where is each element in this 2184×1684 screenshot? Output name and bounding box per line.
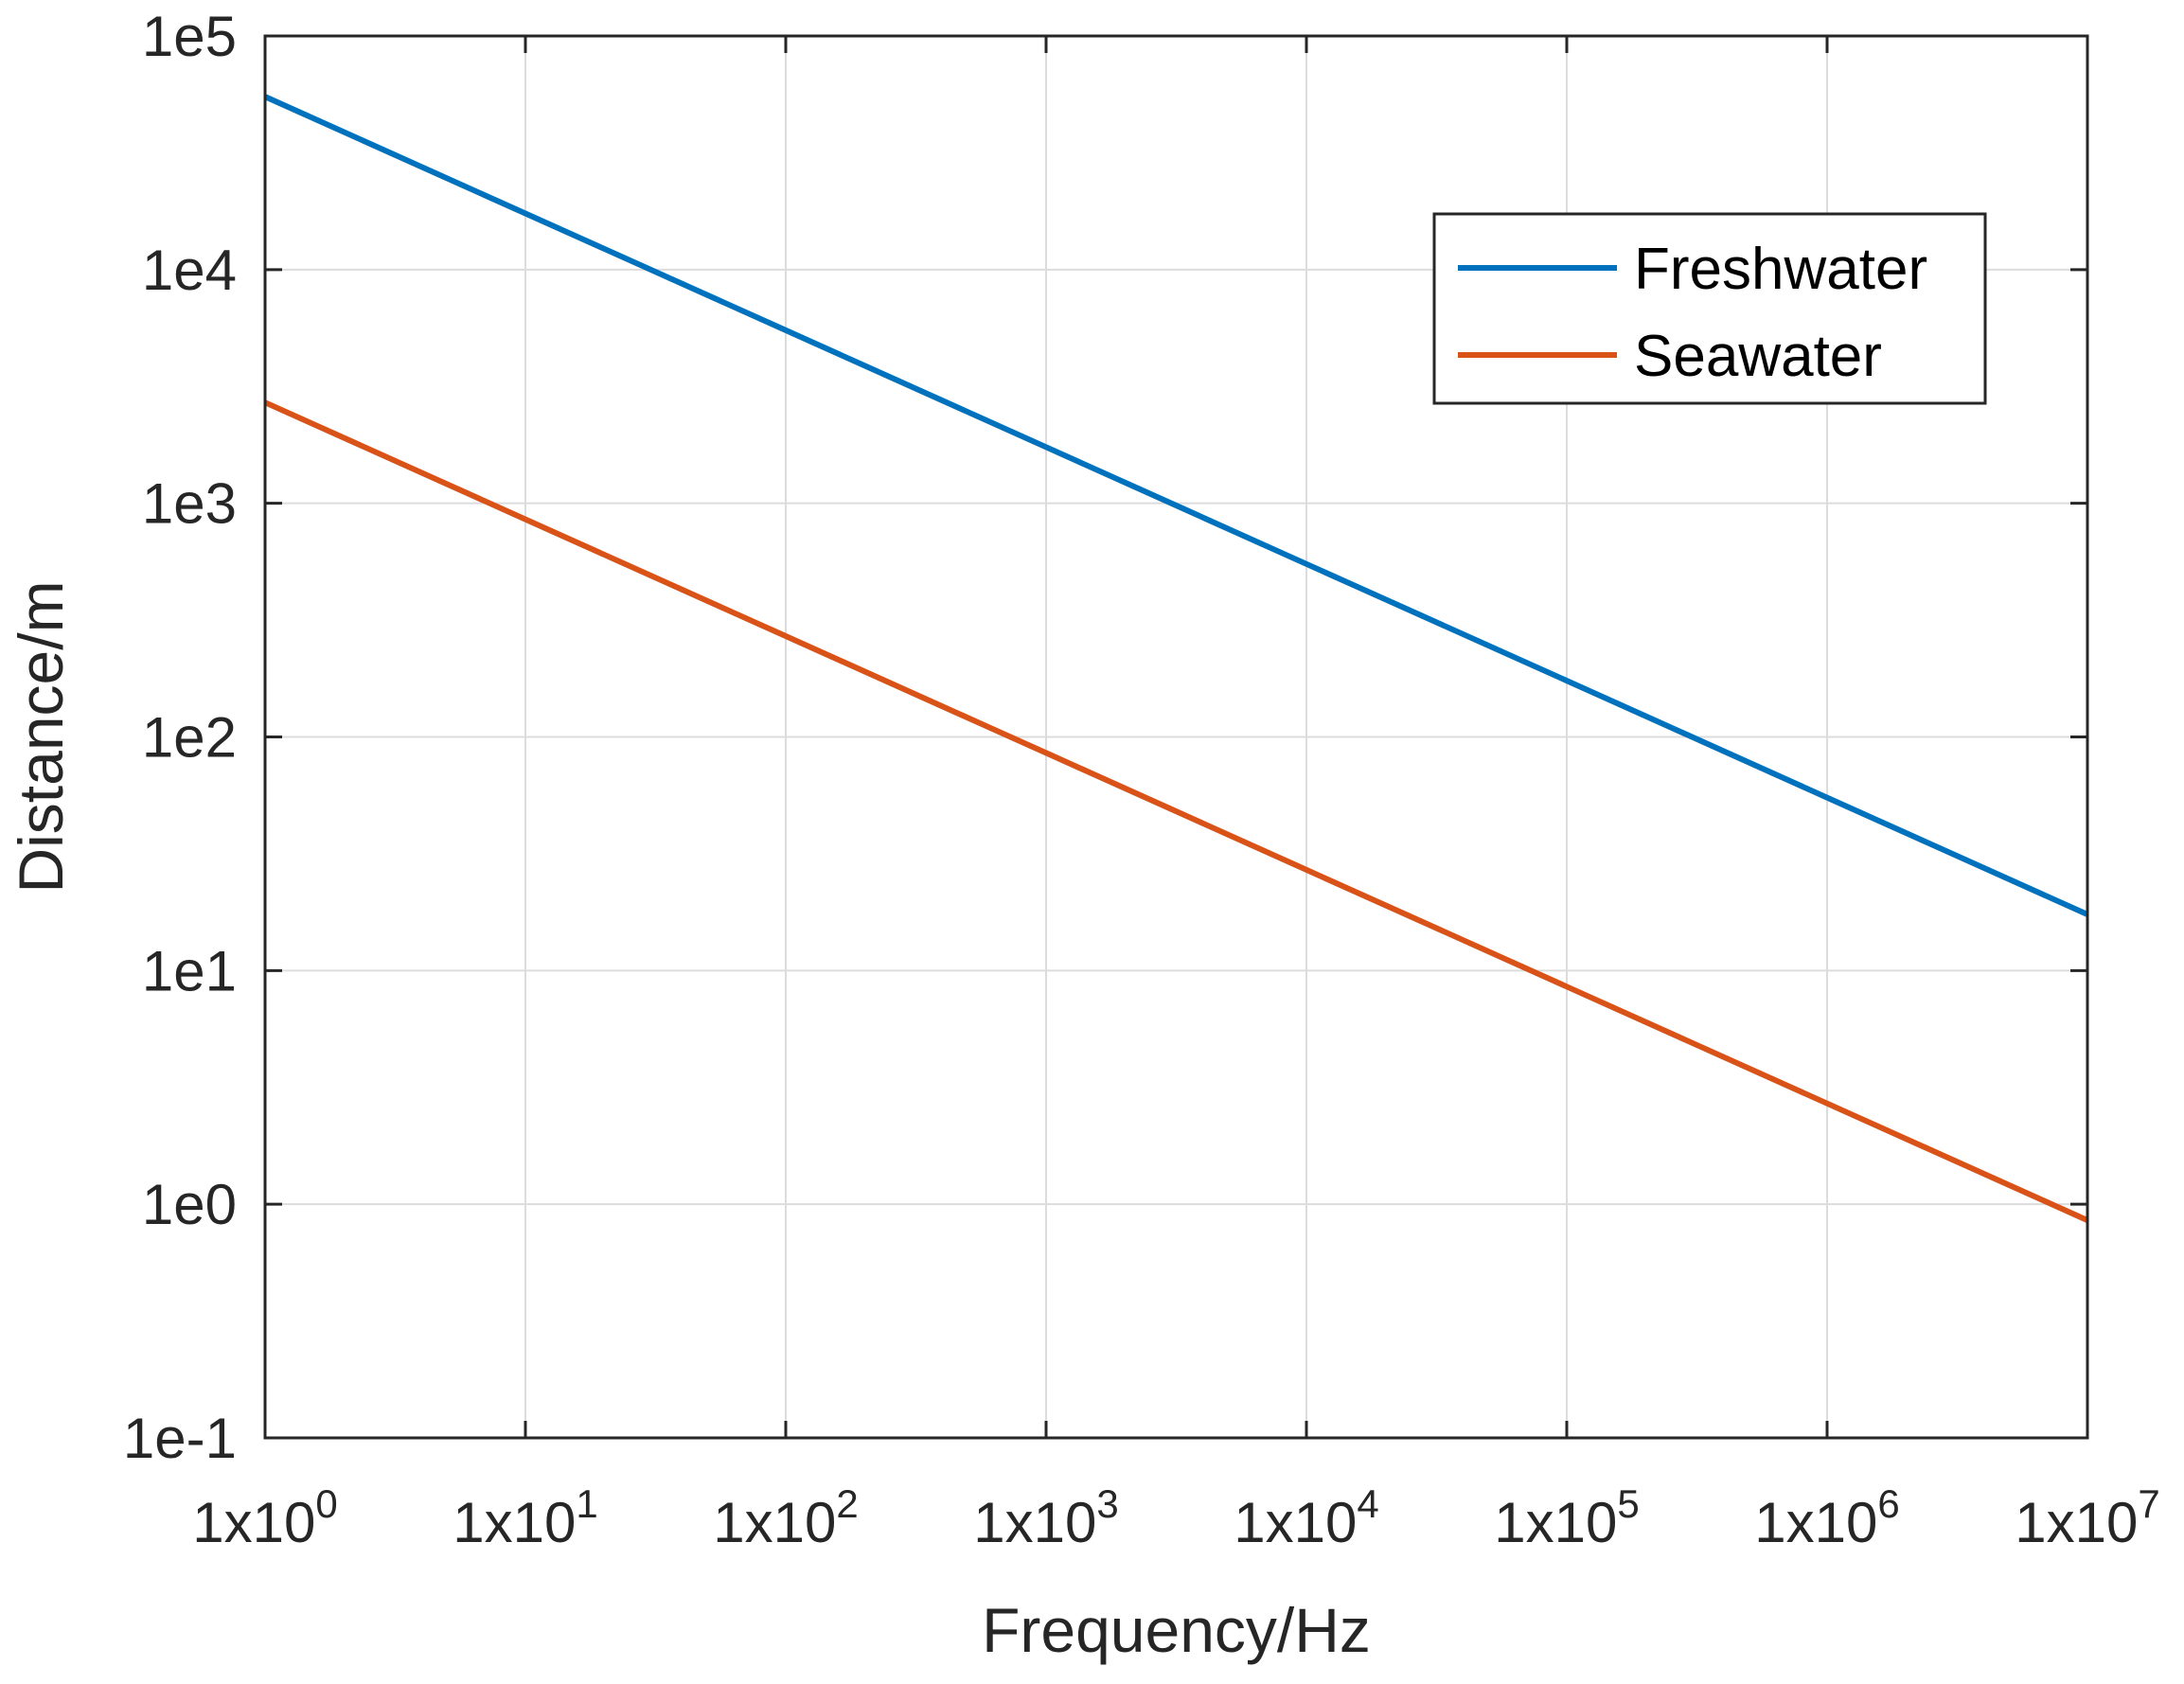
- legend-box: [1432, 212, 1987, 405]
- x-tick-label: 1x101: [453, 1481, 597, 1554]
- y-tick-label: 1e-1: [123, 1407, 237, 1470]
- y-tick-label: 1e1: [142, 939, 237, 1002]
- x-tick-label: 1x103: [973, 1481, 1118, 1554]
- series-layer: [263, 94, 2089, 1223]
- legend: Freshwater Seawater: [1432, 212, 1987, 405]
- y-tick-label: 1e5: [142, 5, 237, 68]
- x-tick-label: 1x100: [192, 1481, 337, 1554]
- y-tick-label: 1e0: [142, 1173, 237, 1236]
- y-tick-label: 1e4: [142, 239, 237, 302]
- legend-label-seawater: Seawater: [1634, 324, 1882, 389]
- x-tick-label: 1x105: [1494, 1481, 1639, 1554]
- y-axis-label: Distance/m: [6, 580, 76, 893]
- y-tick-label: 1e2: [142, 706, 237, 770]
- x-tick-label: 1x102: [713, 1481, 858, 1554]
- x-tick-label: 1x104: [1234, 1481, 1378, 1554]
- y-tick-label: 1e3: [142, 472, 237, 536]
- series-line-freshwater: [263, 94, 2089, 917]
- series-line-seawater: [263, 399, 2089, 1223]
- ticks: [263, 34, 2089, 1440]
- legend-label-freshwater: Freshwater: [1634, 237, 1927, 302]
- x-tick-label: 1x107: [2015, 1481, 2159, 1554]
- tick-labels: 1x100 1x101 1x102 1x103 1x104 1x105 1x106 1x107…: [123, 5, 2160, 1554]
- x-axis-label: Frequency/Hz: [982, 1595, 1371, 1665]
- x-tick-label: 1x106: [1754, 1481, 1899, 1554]
